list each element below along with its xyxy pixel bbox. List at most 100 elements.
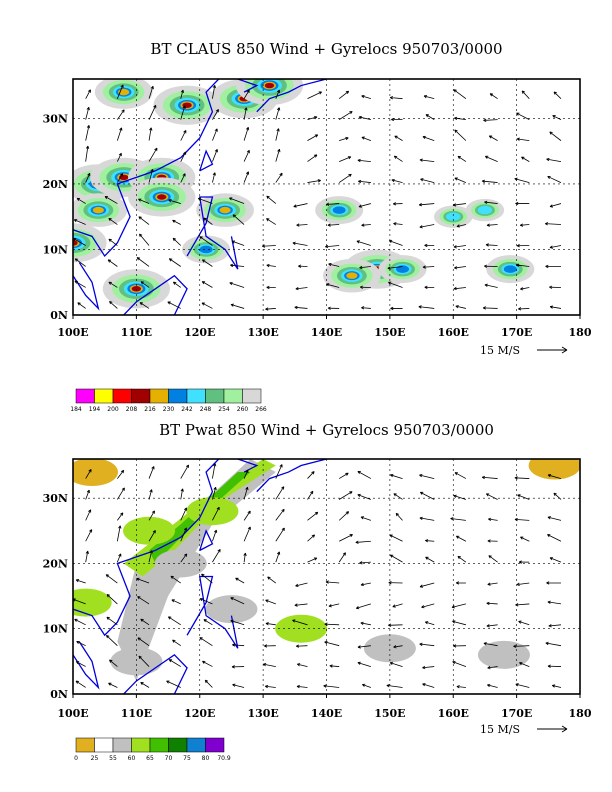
- x-tick-label: 130E: [247, 707, 278, 720]
- colorbar: 0 25 55 60 65 70 75 80 70.9: [74, 737, 231, 762]
- wind-vector: [85, 172, 91, 183]
- wind-vector: [423, 94, 435, 100]
- wind-vector: [232, 214, 245, 225]
- wind-vector: [230, 597, 245, 605]
- wind-vector: [357, 493, 372, 500]
- wind-vector: [358, 115, 371, 121]
- wind-vector: [424, 621, 435, 626]
- wind-vector: [116, 525, 122, 542]
- wind-vector: [547, 534, 562, 542]
- wind-vector: [361, 683, 371, 688]
- colorbar-label: 230: [163, 406, 175, 413]
- wind-vector: [419, 516, 435, 521]
- colorbar-swatch: [205, 737, 225, 753]
- wind-vector: [515, 263, 530, 267]
- wind-vector: [148, 168, 154, 183]
- wind-vector: [298, 264, 308, 268]
- wind-vector: [75, 661, 86, 667]
- pwat-contour: [73, 588, 112, 617]
- wind-vector: [148, 127, 153, 141]
- wind-vector: [483, 642, 498, 647]
- wind-vector: [108, 682, 118, 688]
- cloud-contour: [503, 265, 517, 273]
- wind-vector: [266, 263, 276, 268]
- wind-vector: [514, 177, 530, 183]
- wind-vector: [74, 280, 86, 288]
- wind-vector: [148, 510, 155, 521]
- wind-vector: [267, 576, 277, 584]
- wind-vector: [243, 552, 247, 563]
- wind-vector: [140, 681, 150, 688]
- wind-vector: [109, 301, 118, 309]
- wind-vector: [339, 156, 352, 162]
- wind-vector: [357, 158, 371, 163]
- wind-vector: [418, 203, 435, 207]
- wind-vector: [212, 172, 216, 183]
- wind-vector: [324, 640, 340, 647]
- wind-vector: [388, 623, 403, 627]
- wind-vector: [275, 527, 285, 542]
- reference-vector-label: 15 M/S: [480, 344, 520, 357]
- colorbar-label: 75: [183, 755, 191, 762]
- wind-vector: [295, 644, 308, 648]
- wind-vector: [167, 616, 181, 626]
- colorbar-swatch: [186, 388, 206, 404]
- reference-vector-arrow: [537, 346, 568, 354]
- cloud-contour: [332, 206, 346, 214]
- wind-vector: [264, 684, 276, 689]
- wind-vector: [85, 529, 93, 542]
- wind-vector: [180, 527, 187, 542]
- wind-vector: [212, 109, 219, 120]
- colorbar-swatch: [149, 737, 169, 753]
- wind-vector: [109, 659, 118, 667]
- wind-vector: [393, 645, 403, 649]
- wind-vector: [549, 557, 562, 563]
- wind-vector: [425, 114, 435, 120]
- wind-vector: [265, 307, 276, 311]
- pwat-contour: [154, 549, 207, 578]
- wind-vector: [85, 550, 89, 563]
- colorbar-swatch: [223, 388, 243, 404]
- wind-vector: [293, 203, 308, 208]
- wind-vector: [329, 664, 340, 668]
- colorbar-swatch: [168, 388, 188, 404]
- wind-vector: [392, 603, 403, 608]
- wind-vector: [296, 223, 308, 227]
- wind-vector: [452, 203, 466, 207]
- wind-vector: [307, 179, 321, 183]
- wind-vector: [453, 286, 466, 291]
- wind-vector: [148, 147, 158, 162]
- y-tick-label: 0N: [50, 688, 68, 701]
- cloud-contour: [199, 245, 213, 254]
- wind-vector: [326, 283, 340, 288]
- coastline: [256, 79, 327, 113]
- wind-vector: [390, 306, 403, 311]
- wind-vector: [243, 171, 250, 183]
- wind-vector: [325, 244, 340, 249]
- wind-vector: [394, 135, 403, 141]
- wind-vector: [515, 603, 530, 607]
- wind-vector: [486, 601, 498, 606]
- x-tick-label: 180: [569, 326, 592, 339]
- wind-vector: [85, 469, 92, 479]
- wind-vector: [546, 581, 561, 585]
- wind-vector: [516, 244, 530, 248]
- wind-vector: [323, 684, 340, 688]
- wind-vector: [106, 616, 118, 626]
- wind-vector: [296, 663, 308, 667]
- coastline: [73, 262, 100, 311]
- wind-vector: [85, 89, 91, 99]
- colorbar-swatch: [75, 388, 95, 404]
- wind-vector: [489, 93, 498, 99]
- wind-vector: [419, 491, 435, 500]
- wind-vector: [307, 134, 319, 141]
- wind-vector: [85, 106, 90, 120]
- wind-vector: [199, 236, 213, 246]
- wind-vector: [486, 223, 498, 227]
- wind-vector: [136, 257, 150, 267]
- wind-vector: [488, 555, 498, 563]
- pwat-contour: [275, 614, 328, 643]
- wind-vector: [355, 540, 371, 544]
- wind-vector: [295, 286, 308, 291]
- colorbar-swatch: [186, 737, 206, 753]
